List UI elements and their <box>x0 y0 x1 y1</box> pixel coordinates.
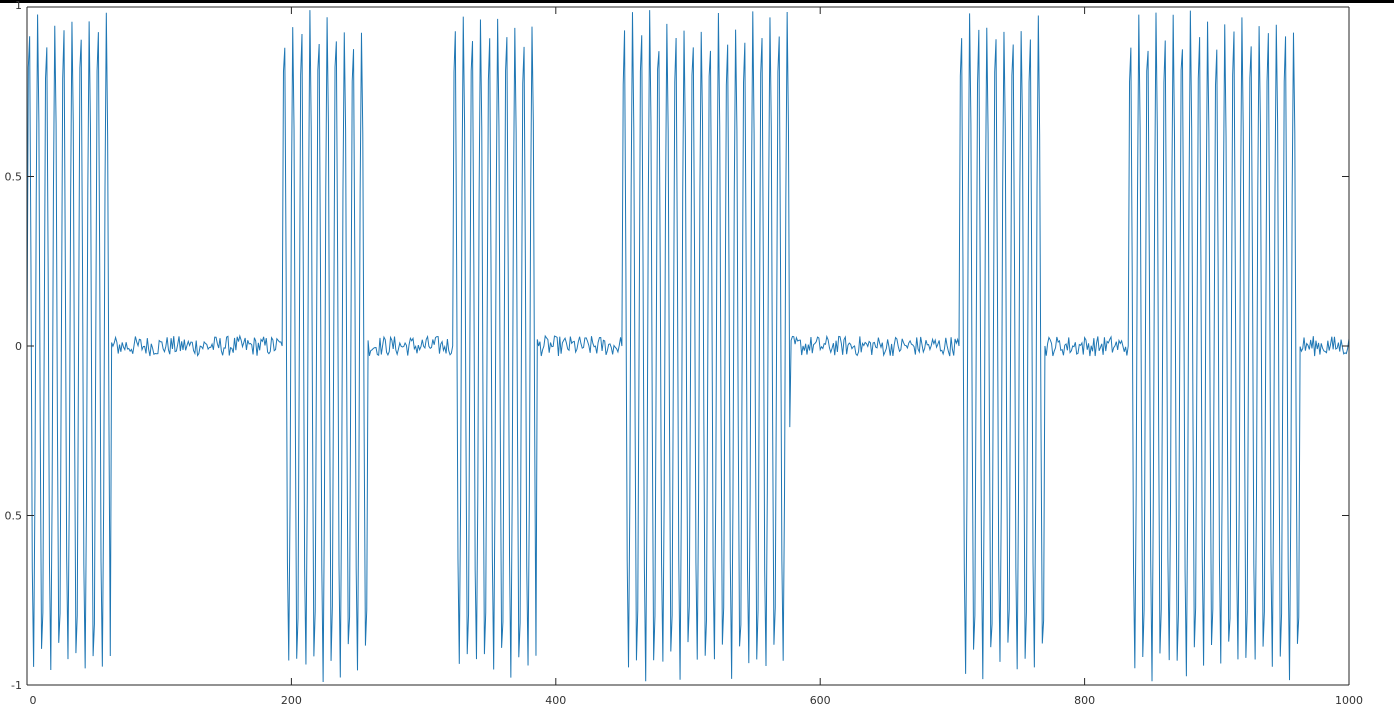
x-tick-label: 0 <box>30 694 37 707</box>
x-tick-label: 200 <box>281 694 302 707</box>
x-tick-label: 400 <box>545 694 566 707</box>
y-tick-label: -1 <box>11 679 22 692</box>
y-tick-label: 0 <box>15 340 22 353</box>
y-tick-label: 0.5 <box>5 510 23 523</box>
series-group <box>26 10 1350 682</box>
x-tick-label: 800 <box>1074 694 1095 707</box>
y-tick-label: 1 <box>15 0 22 12</box>
y-tick-label: 0.5 <box>5 171 23 184</box>
x-tick-label: 1000 <box>1335 694 1363 707</box>
axes-group: 0 200 400 600 800 1000 1 0.5 0 0.5 -1 <box>5 0 1364 707</box>
x-tick-label: 600 <box>810 694 831 707</box>
signal-line <box>26 10 1350 682</box>
